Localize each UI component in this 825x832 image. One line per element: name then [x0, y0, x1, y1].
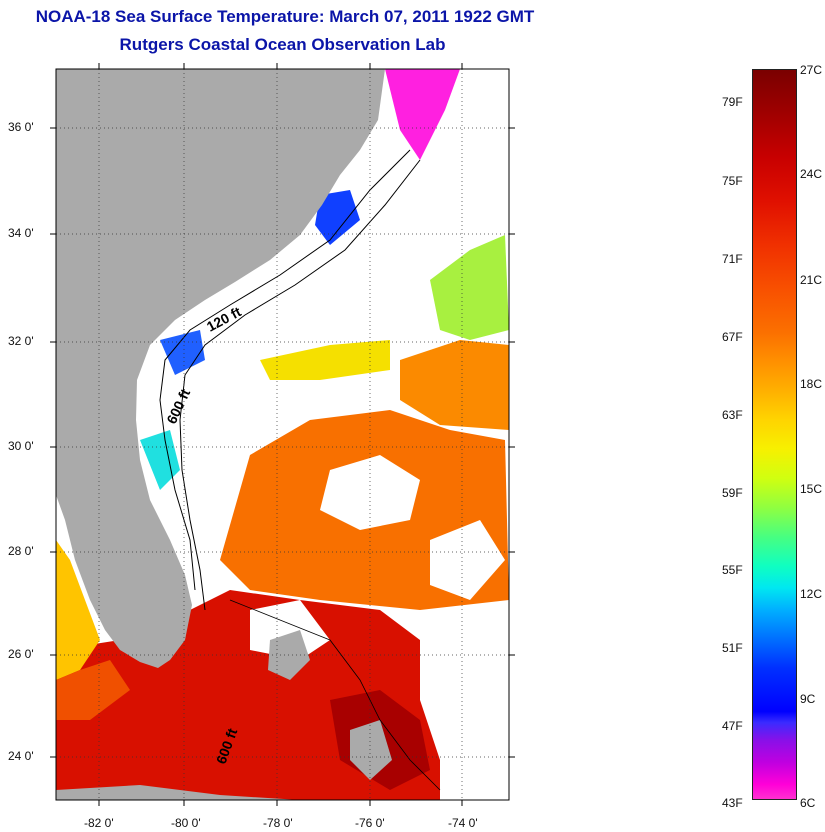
- cool-water-yellow: [260, 340, 390, 380]
- lat-label: 30 0': [8, 439, 34, 453]
- us-land: [56, 69, 385, 668]
- lat-label: 32 0': [8, 334, 34, 348]
- cold-water-cyan: [140, 430, 180, 490]
- lat-label: 34 0': [8, 226, 34, 240]
- colorbar-f-label: 43F: [722, 796, 743, 810]
- map-title: NOAA-18 Sea Surface Temperature: March 0…: [35, 7, 535, 26]
- lon-label: -74 0': [448, 816, 478, 830]
- colorbar-f-label: 75F: [722, 174, 743, 188]
- warm-water-orange-2: [400, 340, 509, 430]
- gulf-warm-water: [56, 660, 130, 720]
- lat-label: 28 0': [8, 544, 34, 558]
- lat-label: 36 0': [8, 120, 34, 134]
- colorbar: [752, 69, 797, 800]
- axis-ticks: [50, 63, 515, 806]
- lon-label: -82 0': [84, 816, 114, 830]
- lon-label: -78 0': [263, 816, 293, 830]
- cloud-patch: [430, 520, 505, 600]
- lon-label: -76 0': [355, 816, 385, 830]
- colorbar-c-label: 21C: [800, 273, 823, 287]
- cold-water-magenta: [385, 69, 460, 160]
- colorbar-c-label: 27C: [800, 63, 823, 77]
- lat-label: 24 0': [8, 749, 34, 763]
- contour-600ft-south: [229, 599, 441, 791]
- contour-120ft: [159, 149, 411, 591]
- cuba-land: [56, 785, 300, 800]
- colorbar-gradient: [753, 70, 796, 799]
- colorbar-c-label: 24C: [800, 167, 823, 181]
- colorbar-c-label: 9C: [800, 692, 816, 706]
- cold-water-blue: [160, 330, 205, 375]
- bahamas-land: [350, 720, 392, 780]
- colorbar-f-label: 47F: [722, 719, 743, 733]
- map-frame: [55, 68, 510, 801]
- colorbar-f-label: 79F: [722, 95, 743, 109]
- cold-water-blue: [315, 190, 360, 245]
- colorbar-f-label: 71F: [722, 252, 743, 266]
- colorbar-c-label: 18C: [800, 377, 823, 391]
- colorbar-f-label: 59F: [722, 486, 743, 500]
- contour-600ft: [179, 159, 421, 611]
- colorbar-f-label: 63F: [722, 408, 743, 422]
- gulf-warm-water: [56, 540, 100, 680]
- colorbar-f-label: 51F: [722, 641, 743, 655]
- colorbar-f-label: 55F: [722, 563, 743, 577]
- lat-label: 26 0': [8, 647, 34, 661]
- cool-water-green: [430, 235, 509, 340]
- colorbar-c-label: 12C: [800, 587, 823, 601]
- colorbar-c-label: 15C: [800, 482, 823, 496]
- colorbar-c-label: 6C: [800, 796, 816, 810]
- colorbar-f-label: 67F: [722, 330, 743, 344]
- lon-label: -80 0': [171, 816, 201, 830]
- cloud-patch: [320, 455, 420, 530]
- map-subtitle: Rutgers Coastal Ocean Observation Lab: [119, 35, 446, 54]
